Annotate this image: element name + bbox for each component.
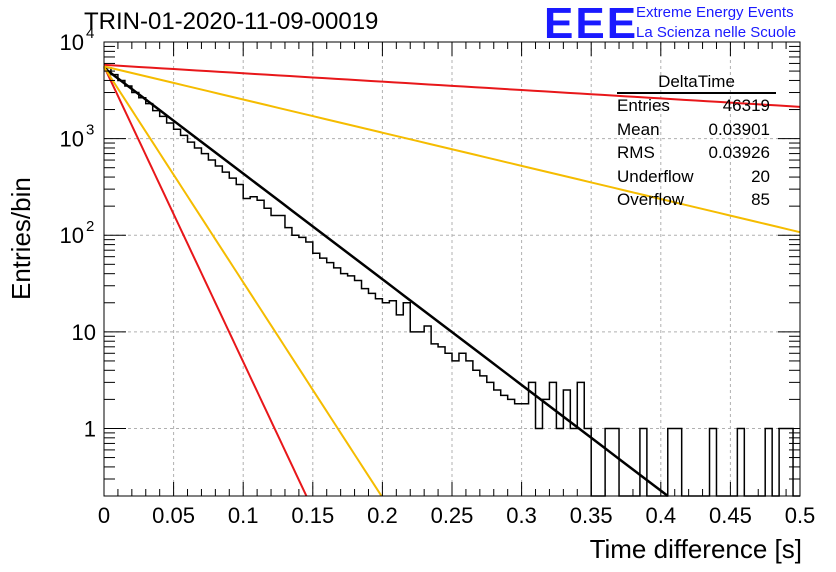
red-fit-curve xyxy=(103,65,308,497)
yellow-fit-curve xyxy=(103,65,801,234)
x-tick-label: 0.1 xyxy=(228,503,259,528)
stats-value: 46319 xyxy=(722,96,770,115)
red-fit-curve xyxy=(103,63,801,108)
x-tick-label: 0.05 xyxy=(152,503,195,528)
x-tick-labels: 0 0.05 0.1 0.15 0.2 0.25 0.3 0.35 0.4 0.45 0.5 xyxy=(98,503,815,528)
stats-value: 0.03926 xyxy=(708,143,770,162)
y-axis-label: Entries/bin xyxy=(6,177,36,300)
x-tick-label: 0.15 xyxy=(291,503,334,528)
x-tick-label: 0.25 xyxy=(431,503,474,528)
y-tick-label: 10 xyxy=(60,223,84,248)
x-tick-label: 0.3 xyxy=(506,503,537,528)
y-tick-exponent: 4 xyxy=(86,25,94,42)
stats-key: Entries xyxy=(617,96,670,115)
x-tick-label: 0 xyxy=(98,503,110,528)
yellow-fit-curve xyxy=(103,66,383,497)
stats-title: DeltaTime xyxy=(617,72,776,94)
stats-box: DeltaTime Entries 46319 Mean 0.03901 RMS 0.… xyxy=(611,72,776,212)
y-tick-label: 10 xyxy=(72,320,96,345)
x-tick-label: 0.35 xyxy=(570,503,613,528)
stats-row-rms: RMS 0.03926 xyxy=(611,141,776,165)
y-tick-label: 1 xyxy=(84,416,96,441)
fit-curves xyxy=(103,63,801,497)
logo-caption: Extreme Energy Events La Scienza nelle S… xyxy=(636,3,796,43)
logo-caption-line-1: Extreme Energy Events xyxy=(636,4,794,21)
stats-value: 0.03901 xyxy=(708,119,770,139)
y-tick-label: 10 xyxy=(60,30,84,55)
stats-row-underflow: Underflow 20 xyxy=(611,165,776,189)
stats-key: Overflow xyxy=(617,190,685,209)
stats-value: 20 xyxy=(751,166,770,186)
y-tick-label: 10 xyxy=(60,127,84,152)
x-tick-label: 0.4 xyxy=(646,503,677,528)
x-tick-label: 0.5 xyxy=(785,503,816,528)
y-tick-exponent: 2 xyxy=(86,218,94,235)
stats-row-entries: Entries 46319 xyxy=(611,94,776,118)
stats-row-mean: Mean 0.03901 xyxy=(611,118,776,142)
y-tick-exponent: 3 xyxy=(86,122,94,139)
eee-logo: EEE xyxy=(544,0,639,48)
stats-key: RMS xyxy=(617,143,655,162)
stats-value: 85 xyxy=(751,190,770,209)
x-tick-label: 0.45 xyxy=(709,503,752,528)
stats-row-overflow: Overflow 85 xyxy=(611,188,776,212)
black-fit-curve xyxy=(103,66,669,497)
x-tick-label: 0.2 xyxy=(367,503,398,528)
x-axis-label: Time difference [s] xyxy=(589,534,802,564)
stats-key: Mean xyxy=(617,119,660,139)
axis-ticks xyxy=(103,41,801,497)
logo-caption-line-2: La Scienza nelle Scuole xyxy=(636,24,797,41)
chart-title: TRIN-01-2020-11-09-00019 xyxy=(84,8,379,35)
stats-key: Underflow xyxy=(617,166,694,186)
